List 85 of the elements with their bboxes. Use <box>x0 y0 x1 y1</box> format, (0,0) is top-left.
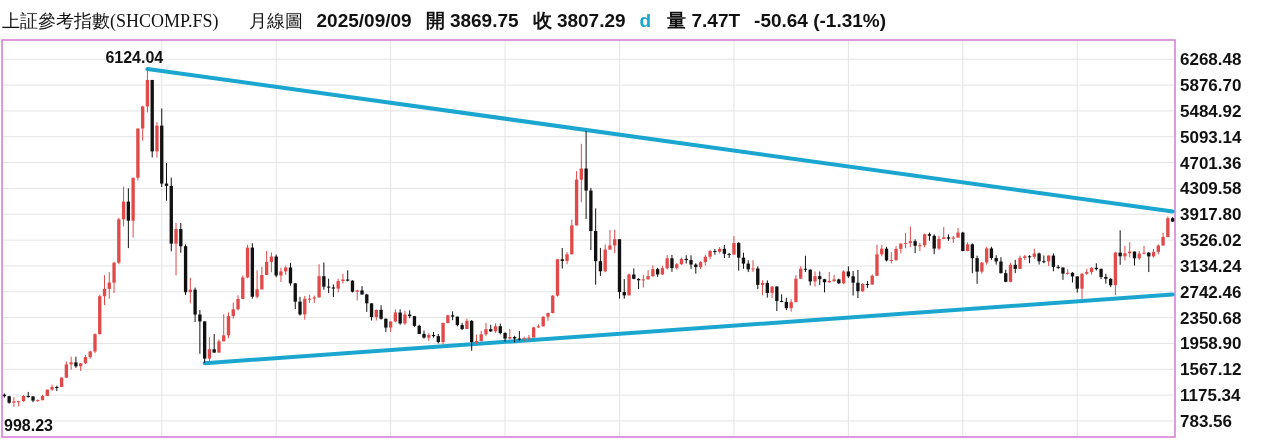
text: 2025/09/09 <box>316 10 412 31</box>
y-tick-label: 2742.46 <box>1180 282 1242 302</box>
candlestick <box>546 312 550 322</box>
y-tick-label: 5876.70 <box>1180 76 1242 96</box>
candlestick <box>608 229 612 251</box>
text: d <box>639 10 652 31</box>
candlestick <box>713 248 717 256</box>
candlestick <box>913 238 917 254</box>
text: 量 7.47T <box>666 10 741 31</box>
candlestick <box>422 330 426 340</box>
y-tick-label: 3526.02 <box>1180 231 1242 251</box>
annotation: 6124.04 <box>105 48 164 66</box>
candlestick <box>775 285 779 312</box>
y-tick-label: 3134.24 <box>1180 256 1242 276</box>
candlestick <box>484 322 488 337</box>
annotation: 998.23 <box>4 416 54 434</box>
candlestick <box>689 254 693 270</box>
candlestick <box>856 269 860 299</box>
candlestick <box>207 336 212 363</box>
candlestick <box>875 244 879 277</box>
candlestick <box>584 130 588 220</box>
candlestick <box>889 251 893 264</box>
y-tick-label: 5093.14 <box>1180 127 1242 147</box>
candlestick <box>1142 245 1146 255</box>
candlestick <box>508 328 512 341</box>
candlestick <box>732 235 736 256</box>
y-tick-label: 5484.92 <box>1180 101 1242 121</box>
y-tick-label: 4701.36 <box>1180 153 1242 173</box>
candlestick <box>813 270 817 288</box>
candlestick <box>222 313 226 342</box>
candlestick <box>174 222 178 276</box>
y-tick-label: 1567.12 <box>1180 360 1242 380</box>
y-tick-label: 3917.80 <box>1180 205 1242 225</box>
candlestick <box>322 262 326 291</box>
candlestick <box>579 143 584 203</box>
candlestick <box>255 269 259 300</box>
candlestick <box>279 267 283 283</box>
candlestick <box>560 247 564 270</box>
y-tick-label: 1175.34 <box>1180 386 1242 406</box>
candlestick <box>1066 268 1070 276</box>
candlestick <box>360 285 364 296</box>
candlestick <box>198 309 202 355</box>
candlestick <box>770 285 774 299</box>
y-tick-label: 2350.68 <box>1180 308 1242 328</box>
candlestick <box>12 396 16 408</box>
candlestick <box>298 296 302 317</box>
candlestick <box>751 259 755 273</box>
candlestick <box>141 105 145 142</box>
candlestick <box>1104 273 1108 285</box>
candlestick <box>293 282 297 310</box>
candlestick <box>646 269 650 280</box>
candlestick <box>112 261 116 294</box>
candlestick <box>908 226 913 248</box>
text: -50.64 (-1.31%) <box>754 10 887 31</box>
y-tick-label: 6268.48 <box>1180 50 1242 70</box>
candlestick <box>832 274 836 283</box>
candlestick <box>794 274 798 303</box>
candlestick <box>317 263 321 298</box>
candlestick <box>975 255 979 285</box>
candlestick <box>74 356 78 369</box>
candlestick <box>803 255 808 273</box>
candlestick <box>93 332 97 354</box>
chart-title: 上証參考指數(SHCOMP.FS) <box>2 11 219 32</box>
candlestick <box>1042 254 1046 264</box>
text: 收 3807.29 <box>532 10 626 31</box>
candlestick <box>212 333 216 354</box>
candlestick <box>1080 272 1084 300</box>
candlestick <box>737 241 741 272</box>
candlestick <box>970 242 975 274</box>
candlestick <box>517 330 522 342</box>
candlestick <box>932 233 936 255</box>
candlestick <box>50 383 54 392</box>
y-tick-label: 4309.58 <box>1180 179 1242 199</box>
chart-subtitle: 月線圖 <box>248 11 303 31</box>
candlestick <box>69 356 73 371</box>
candlestick <box>326 278 331 294</box>
y-tick-label: 783.56 <box>1180 411 1232 431</box>
y-tick-label: 1958.90 <box>1180 334 1242 354</box>
text: 開 3869.75 <box>425 10 520 31</box>
candlestick <box>851 270 855 297</box>
candlestick <box>1123 245 1127 262</box>
candlestick <box>1118 229 1122 266</box>
candlestick <box>1061 267 1065 281</box>
candlestick <box>918 242 922 252</box>
candlestick <box>956 227 960 239</box>
